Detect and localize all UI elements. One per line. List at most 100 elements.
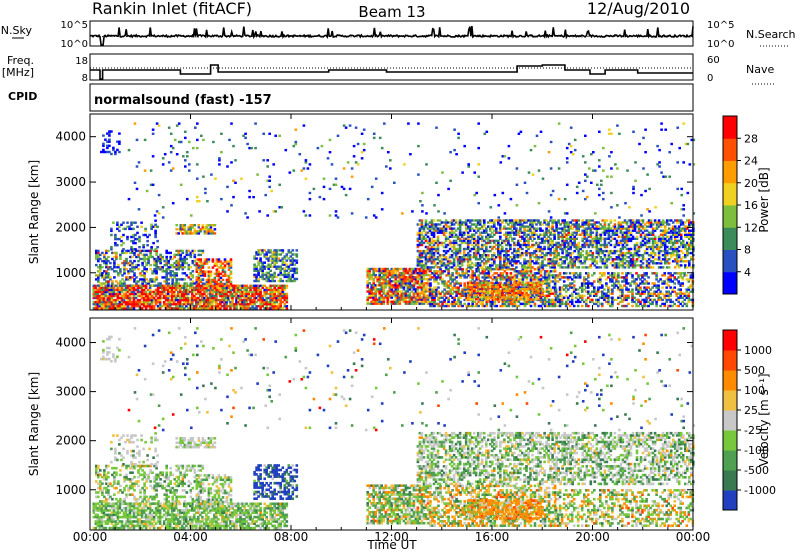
power-cell <box>155 251 158 255</box>
power-cell <box>372 294 375 297</box>
power-cell <box>378 292 381 295</box>
power-cell <box>263 307 266 310</box>
power-cell <box>97 284 100 287</box>
power-cell <box>130 290 134 294</box>
power-cell <box>374 302 377 305</box>
power-cell <box>98 286 102 289</box>
power-cell <box>94 286 98 289</box>
power-cell <box>119 282 122 285</box>
power-cell <box>132 303 136 306</box>
power-cell <box>179 266 182 269</box>
power-cell <box>199 286 202 289</box>
power-cell <box>402 271 406 275</box>
power-cell <box>233 292 236 296</box>
power-cell <box>287 267 291 270</box>
power-cell <box>199 280 203 284</box>
power-cell <box>247 296 250 300</box>
power-cell <box>145 253 148 257</box>
noise-right-tick-bottom: 10^0 <box>707 39 734 50</box>
power-cell <box>191 296 194 300</box>
power-cell <box>235 298 238 302</box>
power-cell <box>175 228 178 231</box>
power-cell <box>149 249 152 253</box>
power-cell <box>465 292 468 295</box>
power-cell <box>168 288 172 292</box>
power-cell <box>468 258 472 261</box>
power-cell <box>154 292 158 296</box>
power-cell <box>469 268 472 271</box>
power-cell <box>197 232 201 235</box>
power-cell <box>209 224 213 227</box>
power-cell <box>501 278 505 281</box>
power-cell <box>388 273 392 277</box>
power-cell <box>187 263 191 267</box>
power-cell <box>181 232 185 235</box>
power-cell <box>424 267 428 271</box>
power-cell <box>257 284 260 287</box>
power-cell <box>191 224 195 227</box>
power-cell <box>378 294 381 297</box>
power-cell <box>384 292 388 295</box>
power-cell <box>251 305 254 308</box>
power-cell <box>416 296 420 299</box>
power-cell <box>283 271 287 275</box>
power-cell <box>172 286 176 289</box>
power-cell <box>197 282 201 286</box>
power-cell <box>239 294 242 298</box>
power-cell <box>187 300 190 304</box>
power-cell <box>231 294 234 298</box>
power-cell <box>127 278 130 281</box>
power-cell <box>249 298 252 302</box>
power-cell <box>96 296 100 300</box>
power-cell <box>155 284 158 287</box>
power-cell <box>207 288 211 292</box>
power-cell <box>243 288 246 292</box>
power-cell <box>281 294 285 298</box>
power-cell <box>433 272 436 275</box>
power-cell <box>505 276 509 279</box>
power-cell <box>148 307 152 310</box>
power-cell <box>215 272 219 275</box>
power-cell <box>129 251 132 255</box>
power-cell <box>227 296 230 300</box>
power-cell <box>283 303 287 306</box>
power-cell <box>265 251 268 254</box>
power-cell <box>603 233 607 236</box>
power-cell <box>185 294 188 298</box>
power-cell <box>507 268 511 271</box>
power-cell <box>382 300 386 303</box>
power-cell <box>433 304 436 308</box>
power-cell <box>447 304 450 308</box>
power-cell <box>215 288 219 292</box>
power-cell <box>273 288 276 292</box>
power-cell <box>189 278 193 281</box>
power-cell <box>229 280 233 284</box>
power-cell <box>269 290 272 294</box>
power-cell <box>201 305 204 308</box>
power-cell <box>175 261 178 265</box>
power-cell <box>143 272 146 275</box>
noise-sky-line <box>90 26 694 46</box>
power-cell <box>414 288 418 291</box>
noise-sky-label: N.Sky <box>1 24 33 37</box>
power-cell <box>122 305 126 308</box>
power-cell <box>108 303 112 306</box>
power-cell <box>103 261 106 265</box>
power-cell <box>142 284 146 287</box>
power-cell <box>414 290 418 293</box>
power-cell <box>223 284 227 288</box>
power-cell <box>271 255 274 258</box>
power-cell <box>137 280 140 283</box>
power-cell <box>277 284 280 287</box>
power-cell <box>209 274 213 277</box>
power-cell <box>207 300 210 304</box>
power-cell <box>205 260 209 263</box>
power-cell <box>443 294 446 297</box>
power-cell <box>439 272 442 275</box>
power-cell <box>135 255 138 259</box>
power-cell <box>384 276 388 279</box>
power-cell <box>370 290 373 293</box>
power-cell <box>221 278 225 282</box>
power-cell <box>279 296 282 300</box>
